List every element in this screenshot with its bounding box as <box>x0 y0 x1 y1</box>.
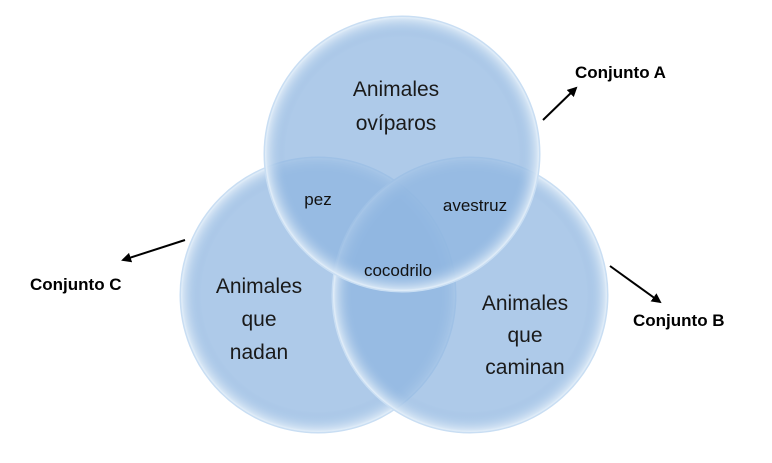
set-a-label: Conjunto A <box>575 63 666 82</box>
arrow-set-b <box>609 265 662 304</box>
arrow-set-a <box>542 86 578 121</box>
overlap-ac-label: pez <box>304 190 331 209</box>
arrow-set-c <box>121 239 186 263</box>
set-b-label: Conjunto B <box>633 311 725 330</box>
region-c-label-line-1: Animales <box>216 275 302 298</box>
region-b-label-line-2: que <box>507 324 542 347</box>
overlap-abc-label: cocodrilo <box>364 261 432 280</box>
region-c-label-line-3: nadan <box>230 341 288 364</box>
overlap-ab-label: avestruz <box>443 196 507 215</box>
region-c-label-line-2: que <box>241 308 276 331</box>
region-b-label-line-3: caminan <box>485 356 564 379</box>
region-b-label-line-1: Animales <box>482 292 568 315</box>
region-a-label-line-2: ovíparos <box>356 112 437 135</box>
set-c-label: Conjunto C <box>30 275 122 294</box>
circle-set-a <box>263 15 541 293</box>
region-a-label-line-1: Animales <box>353 78 439 101</box>
